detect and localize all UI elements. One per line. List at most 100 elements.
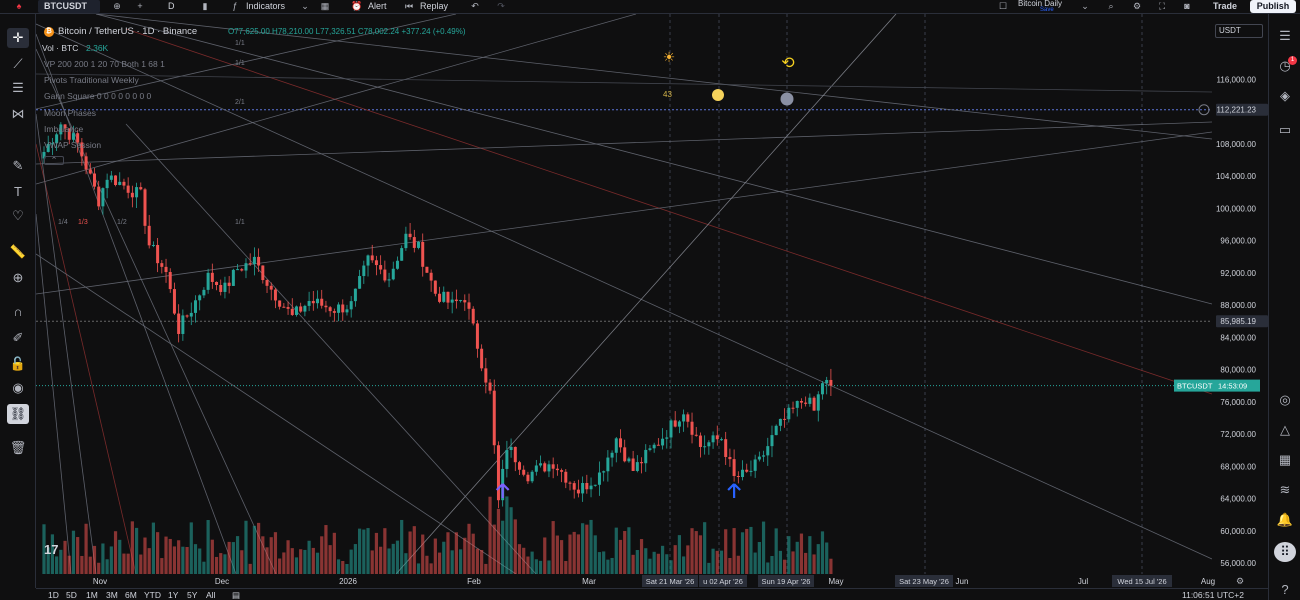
text-icon[interactable]: T [14, 184, 22, 199]
candle [568, 481, 572, 491]
price-axis[interactable]: 56,000.00 60,000.00 64,000.00 68,000.00 72,0… [1174, 14, 1268, 588]
symbol-search[interactable]: BTCUSDT [38, 0, 100, 13]
time-axis[interactable]: Nov Dec 2026 Feb Mar May Jun Jul Aug Sat 21 Mar '… [36, 574, 1268, 588]
gann-line [125, 123, 537, 575]
candle-body [454, 299, 458, 302]
templates-icon[interactable]: ▦ [320, 1, 330, 11]
gann-label: 1/2 [117, 219, 127, 226]
indicator-vwap[interactable]: VWAP Session [44, 140, 102, 150]
currency-select[interactable]: USDT [1215, 24, 1263, 38]
alerts-clock-icon[interactable]: ◷ [1279, 58, 1291, 73]
add-symbol-icon[interactable]: + [137, 1, 143, 11]
redo-icon[interactable]: ↷ [497, 1, 505, 11]
cursor-icon[interactable]: ✛ [7, 28, 29, 48]
candle [109, 170, 113, 183]
settings-icon[interactable]: ⚙ [1132, 1, 1142, 11]
feed-icon[interactable]: ≋ [1279, 482, 1291, 497]
volume-bar [214, 556, 219, 574]
legend-volume-label[interactable]: Vol · BTC [42, 43, 79, 53]
range-5d[interactable]: 5D [66, 590, 77, 600]
layout-name[interactable]: Bitcoin Daily [1018, 0, 1063, 8]
gann-line [95, 14, 1213, 140]
collapse-legend-icon[interactable]: ⌃ [44, 156, 64, 165]
apps-icon[interactable]: ⠿ [1274, 542, 1296, 562]
target-icon[interactable]: ◎ [1279, 392, 1291, 407]
publish-button[interactable]: Publish [1250, 0, 1296, 13]
range-6m[interactable]: 6M [125, 590, 137, 600]
candle-body [640, 462, 644, 464]
layout-icon[interactable]: ☐ [998, 1, 1008, 11]
range-5y[interactable]: 5Y [187, 590, 198, 600]
volume-bar [816, 544, 820, 574]
chevron-down-icon[interactable]: ⌄ [301, 1, 309, 11]
drawing-toolbar: ✛ ⟋ ☰ ⋈ ✎ T ♡ 📏 ⊕ ∩ ✐ 🔓 ◉ ⛓ 🗑 [0, 14, 36, 588]
candle [185, 314, 189, 319]
range-1y[interactable]: 1Y [168, 590, 179, 600]
snapshot-icon[interactable]: ◙ [1184, 1, 1190, 11]
candle-body [808, 397, 812, 404]
indicator-vp[interactable]: VP 200 200 1 20 70 Both 1 68 1 [44, 59, 165, 69]
fib-icon[interactable]: ☰ [12, 80, 24, 95]
layers-icon[interactable]: ◈ [1280, 88, 1290, 103]
candle [130, 185, 134, 208]
replay-button[interactable]: Replay [420, 1, 449, 11]
candle-body [46, 143, 50, 152]
link-icon[interactable]: ⛓ [7, 404, 29, 424]
candles-icon[interactable]: ▮ [202, 1, 208, 11]
ideas-icon[interactable]: △ [1280, 422, 1290, 437]
range-3m[interactable]: 3M [106, 590, 118, 600]
ruler-icon[interactable]: 📏 [9, 244, 27, 259]
magnet-icon[interactable]: ∩ [13, 304, 23, 319]
indicator-imbalance[interactable]: Imbalance [44, 124, 84, 134]
lock-icon[interactable]: 🔓 [9, 356, 27, 371]
range-1d[interactable]: 1D [48, 590, 59, 600]
candle [635, 455, 639, 473]
trash-icon[interactable]: 🗑 [9, 440, 27, 455]
indicators-button[interactable]: Indicators [246, 1, 286, 11]
candle [320, 289, 324, 309]
calendar-icon[interactable]: ▦ [1278, 452, 1292, 467]
trade-button[interactable]: Trade [1212, 1, 1237, 11]
chat-icon[interactable]: ▭ [1278, 122, 1292, 137]
candle-body [80, 142, 84, 157]
candle [168, 268, 172, 293]
indicator-moon[interactable]: Moon Phases [44, 108, 96, 118]
pattern-icon[interactable]: ⋈ [11, 106, 25, 121]
watchlist-icon[interactable]: ☰ [1279, 28, 1291, 43]
range-1m[interactable]: 1M [86, 590, 98, 600]
legend-title[interactable]: Bitcoin / TetherUS · 1D · Binance [58, 26, 198, 37]
quick-search-icon[interactable]: ⌕ [1108, 1, 1114, 11]
zoom-icon[interactable]: ⊕ [12, 270, 24, 285]
price-chart[interactable]: ☀ ⟲ 17 56,000.00 60,000.00 64,000.00 68,000.0… [36, 14, 1268, 588]
interval-button[interactable]: D [168, 1, 175, 11]
indicator-gann[interactable]: Gann Square 0 0 0 0 0 0 0 0 [44, 91, 152, 101]
candle [547, 460, 551, 478]
chevron-down-icon[interactable]: ⌄ [1081, 1, 1089, 11]
lock-draw-icon[interactable]: ✐ [12, 330, 24, 345]
alert-button[interactable]: Alert [368, 1, 387, 11]
candle-body [118, 181, 122, 185]
undo-icon[interactable]: ↶ [471, 1, 479, 11]
trendline-icon[interactable]: ⟋ [13, 56, 23, 71]
heart-icon[interactable]: ♡ [12, 208, 24, 223]
fullscreen-icon[interactable]: ⛶ [1158, 1, 1166, 11]
range-all[interactable]: All [206, 590, 216, 600]
logo-icon[interactable]: ♠ [16, 1, 22, 11]
volume-bar [231, 542, 235, 574]
brush-icon[interactable]: ✎ [12, 158, 24, 173]
volume-bar [336, 559, 341, 574]
date-range-icon[interactable]: ▤ [232, 590, 241, 600]
range-ytd[interactable]: YTD [144, 590, 161, 600]
up-arrow-icon [495, 483, 510, 498]
indicator-pivots[interactable]: Pivots Traditional Weekly [44, 75, 139, 85]
clock[interactable]: 11:06:51 UTC+2 [1182, 590, 1244, 600]
candle [231, 268, 235, 286]
eye-icon[interactable]: ◉ [12, 380, 24, 395]
compare-icon[interactable]: ⊕ [113, 1, 121, 11]
help-icon[interactable]: ? [1281, 582, 1289, 597]
bell-icon[interactable]: 🔔 [1276, 512, 1294, 527]
candle [505, 440, 509, 478]
volume-bar [703, 522, 707, 574]
candle [55, 132, 59, 151]
candle-body [576, 489, 580, 494]
